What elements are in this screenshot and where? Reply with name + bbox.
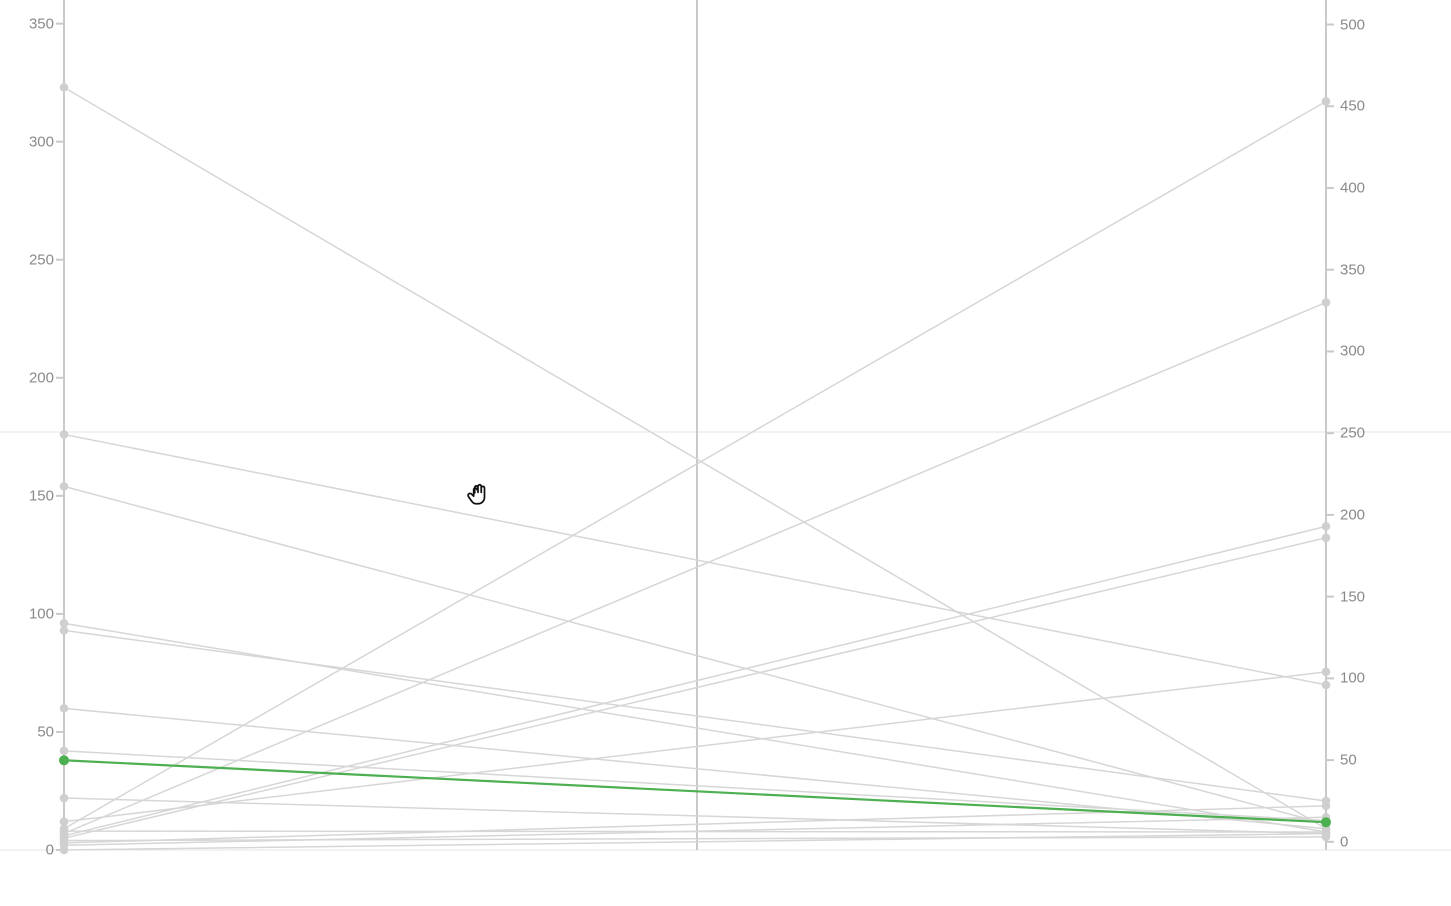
series-marker-left[interactable] — [60, 482, 69, 491]
series-marker-right[interactable] — [1322, 802, 1331, 811]
series-marker-right[interactable] — [1322, 829, 1331, 838]
series-line[interactable] — [64, 630, 1326, 801]
series-marker-left[interactable] — [60, 704, 69, 713]
series-line[interactable] — [64, 798, 1326, 834]
series-line[interactable] — [64, 760, 1326, 822]
series-marker-right[interactable] — [1322, 533, 1331, 542]
series-marker-right[interactable] — [1322, 522, 1331, 531]
series-marker-right[interactable] — [1322, 668, 1331, 677]
series-marker-right[interactable] — [1321, 817, 1331, 827]
series-marker-right[interactable] — [1322, 97, 1331, 106]
series-line[interactable] — [64, 87, 1326, 828]
series-marker-right[interactable] — [1322, 681, 1331, 690]
series-line[interactable] — [64, 526, 1326, 835]
series-marker-left[interactable] — [60, 747, 69, 756]
series-marker-left[interactable] — [59, 755, 69, 765]
series-line[interactable] — [64, 751, 1326, 821]
series-marker-right[interactable] — [1322, 298, 1331, 307]
series-marker-left[interactable] — [60, 83, 69, 92]
series-marker-left[interactable] — [60, 626, 69, 635]
series-line[interactable] — [64, 538, 1326, 838]
series-marker-left[interactable] — [60, 794, 69, 803]
series-line[interactable] — [64, 302, 1326, 833]
series-line[interactable] — [64, 672, 1326, 822]
parallel-coordinates-chart[interactable] — [0, 0, 1451, 906]
series-marker-left[interactable] — [60, 430, 69, 439]
series-line[interactable] — [64, 434, 1326, 684]
series-line[interactable] — [64, 101, 1326, 828]
series-marker-left[interactable] — [60, 846, 69, 855]
